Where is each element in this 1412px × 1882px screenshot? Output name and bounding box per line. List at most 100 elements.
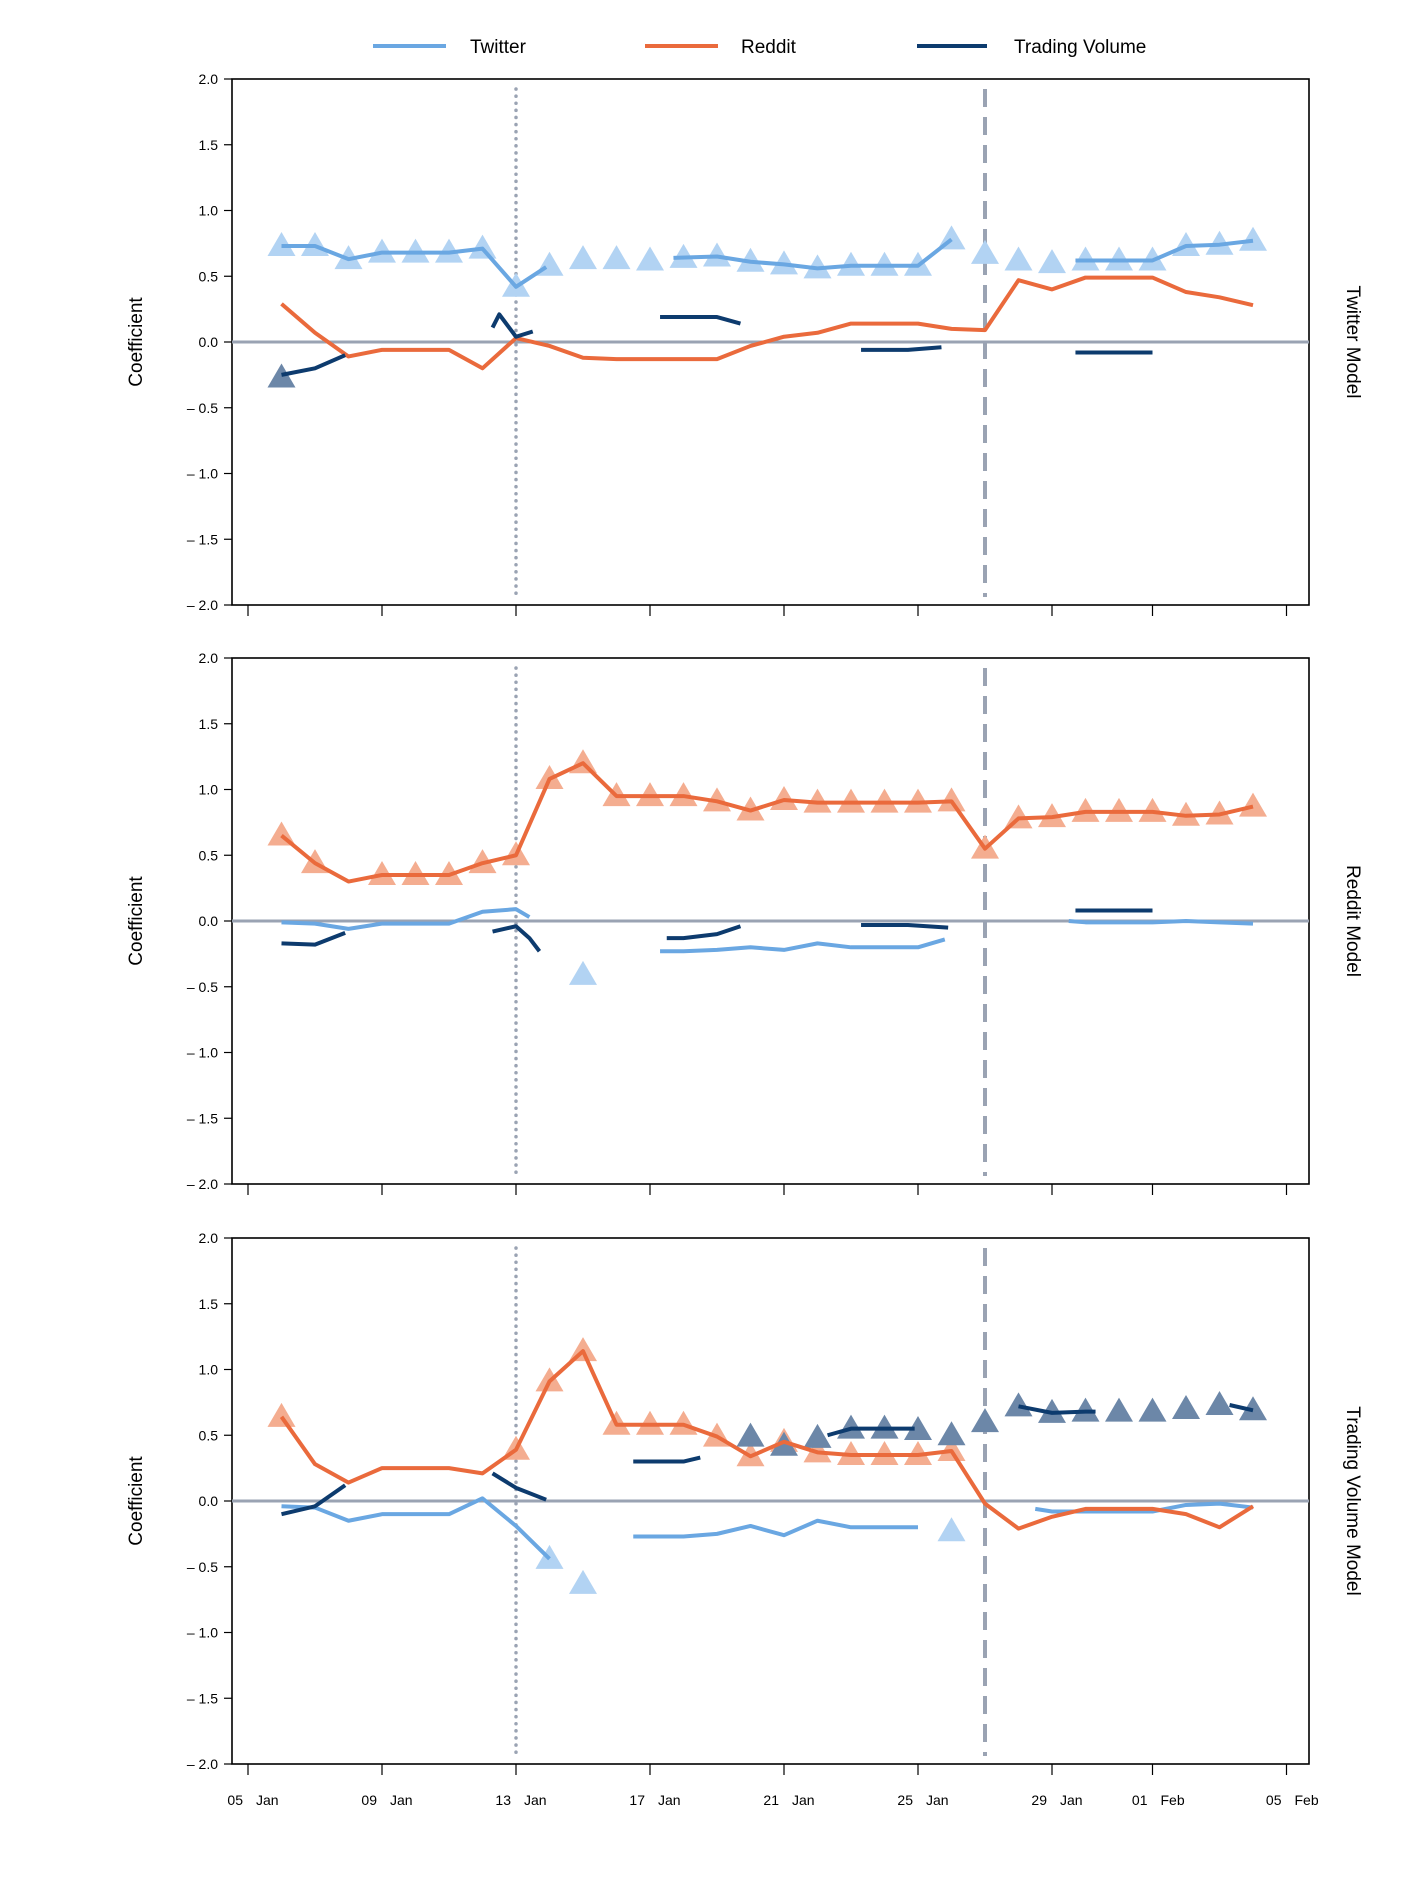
series-line-twitter bbox=[281, 244, 548, 289]
y-tick-label: – 1.0 bbox=[187, 1625, 218, 1641]
y-tick-label: – 2.0 bbox=[187, 1176, 218, 1192]
series-line-trading-volume bbox=[1018, 1404, 1096, 1415]
panel-twitter-model: 2.0 1.5 1.0 0.5 0.0 – 0.5 – 1.0 – 1.5 – 2.0 Coeff… bbox=[126, 71, 1363, 616]
y-tick-label: – 1.0 bbox=[187, 1045, 218, 1061]
marker-twitter bbox=[602, 245, 631, 270]
x-tick-label-day: 05 bbox=[1266, 1792, 1282, 1808]
marker-trading-volume bbox=[803, 1423, 832, 1448]
marker-trading-volume bbox=[1138, 1397, 1167, 1422]
series-line-trading-volume bbox=[492, 924, 542, 953]
x-tick-label-month: Jan bbox=[256, 1792, 279, 1808]
series-line-trading-volume bbox=[861, 922, 949, 930]
x-tick-label-day: 25 bbox=[897, 1792, 913, 1808]
y-tick-label: – 1.5 bbox=[187, 531, 218, 547]
y-tick-label: 0.5 bbox=[199, 268, 219, 284]
series-line-twitter bbox=[660, 937, 946, 954]
y-axis-label: Coefficient bbox=[126, 1456, 147, 1546]
series-line-reddit bbox=[280, 275, 1254, 371]
y-tick-label: 0.0 bbox=[199, 334, 219, 350]
marker-trading-volume bbox=[1172, 1394, 1200, 1419]
series-line-trading-volume bbox=[490, 312, 534, 339]
marker-twitter bbox=[937, 1517, 966, 1542]
series-line-trading-volume bbox=[861, 345, 942, 352]
series-line-trading-volume bbox=[491, 1471, 547, 1502]
x-tick-label-day: 17 bbox=[629, 1792, 645, 1808]
series-line-twitter bbox=[1075, 238, 1254, 263]
marker-trading-volume bbox=[937, 1421, 966, 1446]
marker-trading-volume bbox=[971, 1408, 999, 1433]
y-tick-label: – 0.5 bbox=[187, 979, 218, 995]
panel-title: Reddit Model bbox=[1342, 865, 1363, 977]
series-line-trading-volume bbox=[281, 353, 346, 377]
series-line-trading-volume bbox=[827, 1426, 915, 1438]
series-line-trading-volume bbox=[281, 1483, 347, 1517]
y-tick-label: – 2.0 bbox=[187, 1756, 218, 1772]
x-tick-label-month: Feb bbox=[1161, 1792, 1185, 1808]
x-tick-label-month: Feb bbox=[1295, 1792, 1319, 1808]
panels: 2.0 1.5 1.0 0.5 0.0 – 0.5 – 1.0 – 1.5 – 2.0 Coeff… bbox=[126, 71, 1363, 1808]
series-line-trading-volume bbox=[1229, 1403, 1254, 1413]
marker-twitter bbox=[971, 239, 999, 264]
marker-reddit bbox=[267, 1402, 296, 1427]
marker-twitter bbox=[401, 238, 430, 263]
x-tick-label-day: 29 bbox=[1031, 1792, 1047, 1808]
y-tick-label: 1.5 bbox=[199, 716, 219, 732]
y-axis-label: Coefficient bbox=[126, 876, 147, 966]
y-tick-label: 0.5 bbox=[199, 1427, 219, 1443]
panel-title: Twitter Model bbox=[1342, 286, 1363, 399]
y-tick-label: 1.0 bbox=[199, 782, 219, 798]
x-tick-label-day: 09 bbox=[361, 1792, 377, 1808]
marker-twitter bbox=[569, 245, 597, 270]
series-line-trading-volume bbox=[666, 924, 742, 941]
x-tick-label-day: 05 bbox=[227, 1792, 243, 1808]
x-tick-label-month: Jan bbox=[524, 1792, 547, 1808]
x-tick-label-day: 21 bbox=[763, 1792, 779, 1808]
series-line-twitter bbox=[281, 1496, 551, 1561]
series-line-twitter bbox=[281, 907, 531, 931]
y-tick-label: 2.0 bbox=[199, 1230, 219, 1246]
marker-trading-volume bbox=[267, 363, 296, 388]
y-tick-label: – 1.5 bbox=[187, 1690, 218, 1706]
x-tick-label-month: Jan bbox=[390, 1792, 413, 1808]
y-tick-label: 0.0 bbox=[199, 913, 219, 929]
marker-trading-volume bbox=[736, 1422, 765, 1447]
y-tick-label: 2.0 bbox=[199, 650, 219, 666]
series-line-twitter bbox=[1034, 1501, 1254, 1514]
y-tick-label: – 2.0 bbox=[187, 597, 218, 613]
panel-title: Trading Volume Model bbox=[1342, 1406, 1363, 1595]
y-tick-label: 2.0 bbox=[199, 71, 219, 87]
marker-trading-volume bbox=[1105, 1397, 1133, 1422]
marker-twitter bbox=[569, 1569, 597, 1594]
marker-twitter bbox=[1004, 246, 1033, 271]
marker-reddit bbox=[937, 1437, 966, 1462]
x-tick-label-day: 01 bbox=[1132, 1792, 1148, 1808]
y-tick-label: – 0.5 bbox=[187, 400, 218, 416]
marker-twitter bbox=[1038, 249, 1066, 274]
marker-twitter bbox=[636, 246, 664, 271]
series-line-twitter bbox=[673, 237, 953, 271]
series-line-trading-volume bbox=[633, 1455, 701, 1464]
y-tick-label: – 1.5 bbox=[187, 1110, 218, 1126]
y-axis-label: Coefficient bbox=[126, 297, 147, 387]
marker-trading-volume bbox=[1205, 1391, 1234, 1416]
legend-label-trading-volume: Trading Volume bbox=[1014, 37, 1146, 58]
marker-twitter bbox=[368, 238, 396, 263]
marker-trading-volume bbox=[904, 1415, 932, 1440]
marker-reddit bbox=[1239, 792, 1267, 817]
legend-label-twitter: Twitter bbox=[470, 37, 527, 58]
x-tick-label-month: Jan bbox=[1060, 1792, 1083, 1808]
x-tick-label-month: Jan bbox=[926, 1792, 949, 1808]
panel-trading-volume-model: 2.0 1.5 1.0 0.5 0.0 – 0.5 – 1.0 – 1.5 – 2.0 05 Jan… bbox=[126, 1230, 1363, 1808]
series-line-trading-volume bbox=[281, 930, 346, 947]
legend: Twitter Reddit Trading Volume bbox=[373, 37, 1146, 58]
y-tick-label: 1.5 bbox=[199, 137, 219, 153]
series-line-twitter bbox=[1068, 919, 1254, 926]
series-line-trading-volume bbox=[660, 315, 741, 326]
x-tick-label-day: 13 bbox=[495, 1792, 511, 1808]
y-tick-label: – 1.0 bbox=[187, 466, 218, 482]
y-tick-label: – 0.5 bbox=[187, 1559, 218, 1575]
panel-reddit-model: 2.0 1.5 1.0 0.5 0.0 – 0.5 – 1.0 – 1.5 – 2.0 Coeff… bbox=[126, 650, 1363, 1195]
y-tick-label: 0.5 bbox=[199, 847, 219, 863]
marker-twitter bbox=[569, 960, 597, 985]
